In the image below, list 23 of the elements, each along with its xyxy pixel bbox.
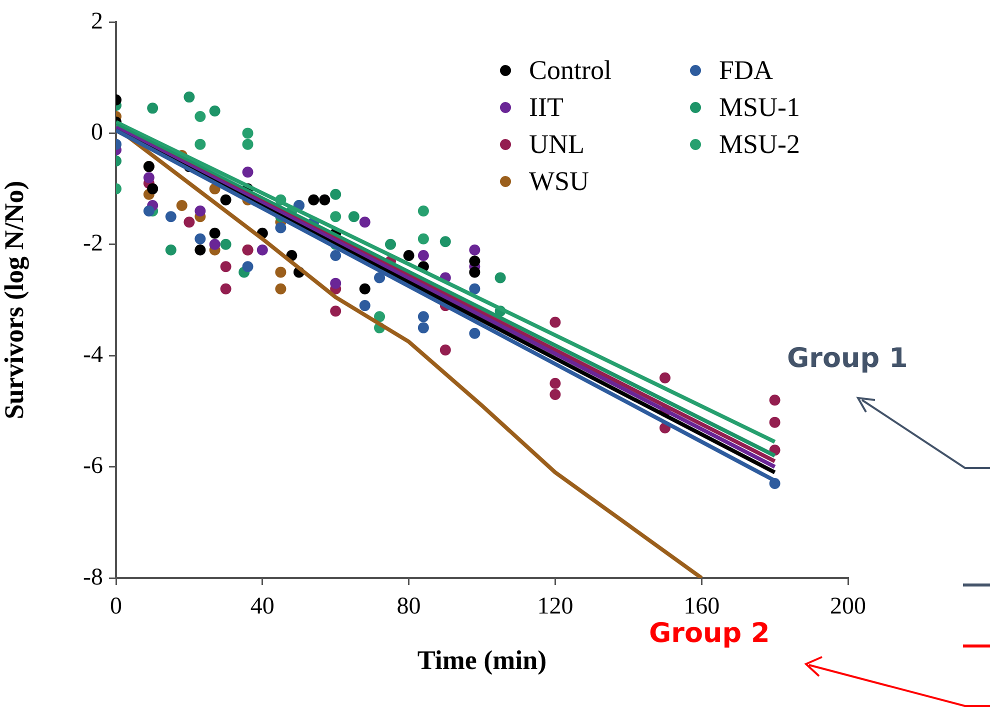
y-tick-label: 2: [91, 8, 103, 34]
x-tick-label: 0: [110, 594, 122, 620]
y-axis-title: Survivors (log N/No): [0, 180, 30, 420]
y-tick-label: -4: [83, 342, 103, 368]
x-tick-label: 80: [396, 594, 421, 620]
x-tick-label: 160: [684, 594, 720, 620]
y-tick-label: 0: [91, 119, 103, 146]
x-axis-title: Time (min): [417, 644, 547, 675]
legend-label: MSU-2: [719, 129, 800, 160]
legend-label: FDA: [719, 55, 774, 86]
annotation: Group 1: [787, 343, 908, 374]
y-tick-label: -6: [83, 453, 103, 480]
legend-label: MSU-1: [719, 92, 800, 123]
y-tick-label: -8: [83, 564, 103, 590]
y-tick-label: -2: [83, 230, 103, 257]
legend-label: WSU: [529, 166, 589, 197]
legend-label: Control: [529, 55, 612, 86]
x-tick-label: 200: [830, 594, 866, 620]
x-tick-label: 120: [537, 594, 574, 620]
x-tick-label: 40: [250, 594, 274, 620]
text: Group 2: [649, 618, 770, 649]
legend-label: IIT: [529, 92, 564, 123]
legend-label: UNL: [529, 129, 584, 160]
